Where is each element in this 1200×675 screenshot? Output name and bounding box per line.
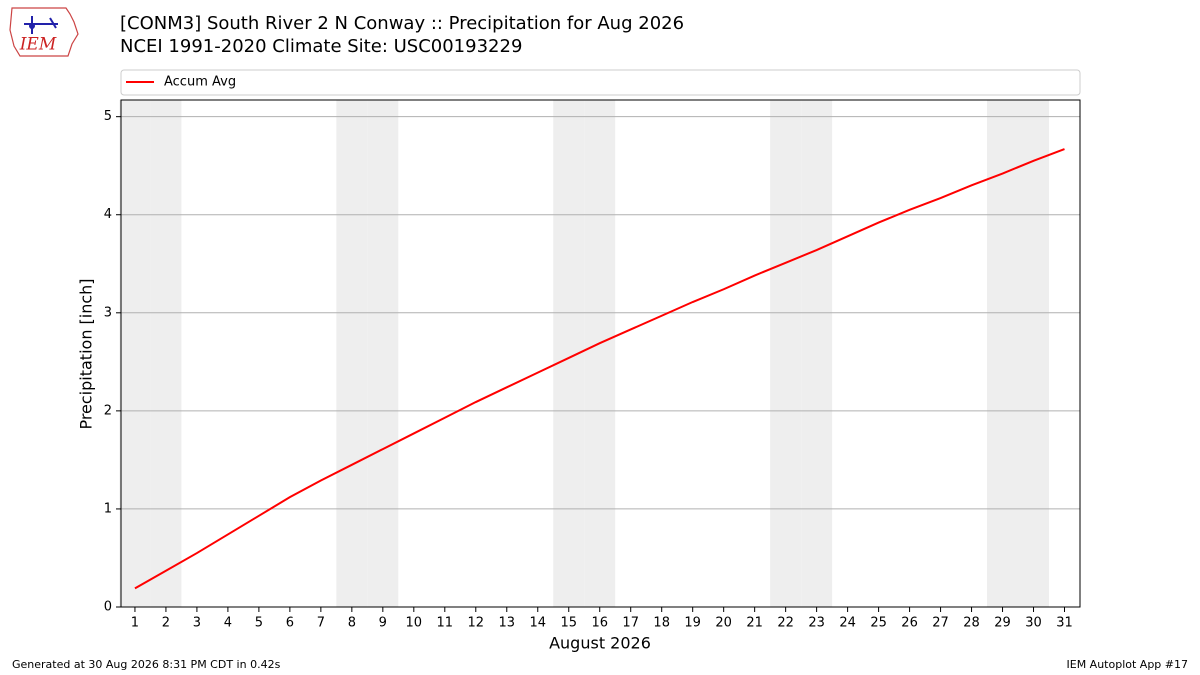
plot-frame	[120, 99, 1081, 608]
legend-label: Accum Avg	[164, 75, 236, 90]
weekend-band	[119, 100, 151, 607]
y-tick-label: 0	[104, 600, 112, 615]
y-tick-label: 1	[104, 501, 112, 516]
data-line	[134, 148, 1065, 590]
x-tick-label: 26	[901, 616, 918, 631]
x-axis-label: August 2026	[549, 634, 651, 653]
y-axis-label: Precipitation [inch]	[77, 278, 96, 429]
weekend-band	[1018, 100, 1050, 607]
weekend-band	[150, 100, 182, 607]
x-tick-label: 10	[406, 616, 423, 631]
y-tick-label: 5	[104, 109, 112, 124]
x-tick-label: 31	[1056, 616, 1073, 631]
x-tick-label: 7	[317, 616, 325, 631]
x-tick-label: 16	[591, 616, 608, 631]
logo-text: IEM	[19, 35, 57, 55]
x-tick-label: 28	[963, 616, 980, 631]
x-tick-label: 20	[715, 616, 732, 631]
footer-left: Generated at 30 Aug 2026 8:31 PM CDT in …	[12, 658, 281, 671]
weekend-band	[336, 100, 368, 607]
x-tick-label: 9	[379, 616, 387, 631]
chart-subtitle: NCEI 1991-2020 Climate Site: USC00193229	[120, 36, 522, 57]
y-tick-label: 4	[104, 207, 112, 222]
x-tick-label: 29	[994, 616, 1011, 631]
x-tick-label: 24	[839, 616, 856, 631]
chart-title: [CONM3] South River 2 N Conway :: Precip…	[120, 13, 684, 34]
x-tick-label: 14	[529, 616, 546, 631]
x-tick-label: 12	[468, 616, 485, 631]
x-tick-label: 17	[622, 616, 639, 631]
x-tick-label: 3	[193, 616, 201, 631]
x-tick-label: 1	[131, 616, 139, 631]
x-tick-label: 5	[255, 616, 263, 631]
weekend-band	[801, 100, 833, 607]
x-tick-label: 30	[1025, 616, 1042, 631]
x-tick-label: 21	[746, 616, 763, 631]
logo: IEM	[9, 7, 79, 57]
weekend-band	[987, 100, 1019, 607]
x-tick-label: 6	[286, 616, 294, 631]
x-tick-label: 18	[653, 616, 670, 631]
x-tick-label: 15	[560, 616, 577, 631]
x-tick-label: 27	[932, 616, 949, 631]
x-tick-label: 13	[498, 616, 515, 631]
x-tick-label: 22	[777, 616, 794, 631]
weekend-band	[367, 100, 399, 607]
x-tick-label: 2	[162, 616, 170, 631]
x-tick-label: 8	[348, 616, 356, 631]
footer-right: IEM Autoplot App #17	[1067, 658, 1189, 671]
legend-box	[120, 69, 1081, 96]
weekend-band	[770, 100, 802, 607]
x-tick-label: 11	[437, 616, 454, 631]
x-tick-label: 25	[870, 616, 887, 631]
y-tick-label: 2	[104, 403, 112, 418]
x-tick-label: 23	[808, 616, 825, 631]
x-tick-label: 19	[684, 616, 701, 631]
x-tick-label: 4	[224, 616, 232, 631]
weekend-band	[584, 100, 616, 607]
y-tick-label: 3	[104, 305, 112, 320]
